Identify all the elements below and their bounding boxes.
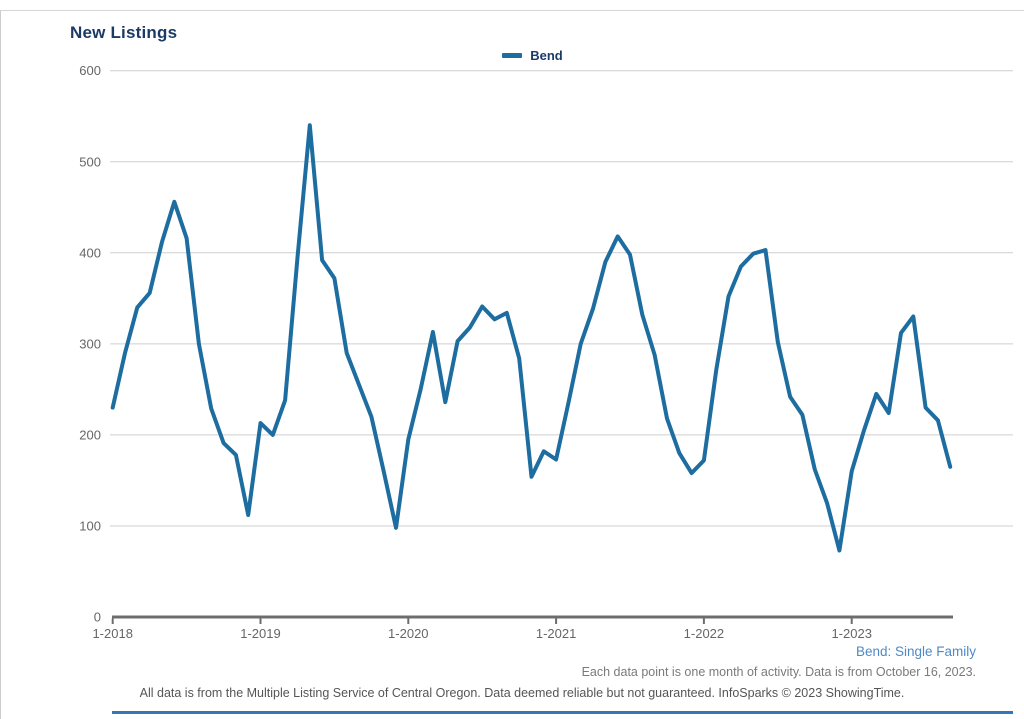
- x-axis-tick-label: 1-2022: [684, 626, 724, 641]
- y-axis-tick-label: 300: [79, 336, 101, 351]
- mls-disclaimer-note: All data is from the Multiple Listing Se…: [139, 686, 905, 700]
- x-axis-tick-label: 1-2018: [92, 626, 132, 641]
- y-axis-tick-label: 400: [79, 245, 101, 260]
- y-axis-tick-label: 200: [79, 427, 101, 442]
- chart-title: New Listings: [70, 23, 178, 42]
- x-axis-tick-label: 1-2019: [240, 626, 280, 641]
- data-freshness-note: Each data point is one month of activity…: [581, 665, 976, 679]
- bottom-divider-rule: [112, 711, 1013, 714]
- y-axis-tick-label: 100: [79, 518, 101, 533]
- x-axis-tick-label: 1-2020: [388, 626, 428, 641]
- legend-series-label: Bend: [530, 48, 563, 63]
- y-axis-tick-label: 0: [94, 610, 101, 625]
- x-axis-tick-label: 1-2023: [831, 626, 871, 641]
- x-axis-tick-label: 1-2021: [536, 626, 576, 641]
- chart-legend: Bend: [112, 48, 953, 63]
- series-description-note: Bend: Single Family: [855, 644, 976, 659]
- data-series-line: [110, 123, 953, 553]
- y-axis-tick-label: 600: [79, 63, 101, 78]
- y-axis-tick-label: 500: [79, 154, 101, 169]
- legend-line-marker: [502, 53, 523, 58]
